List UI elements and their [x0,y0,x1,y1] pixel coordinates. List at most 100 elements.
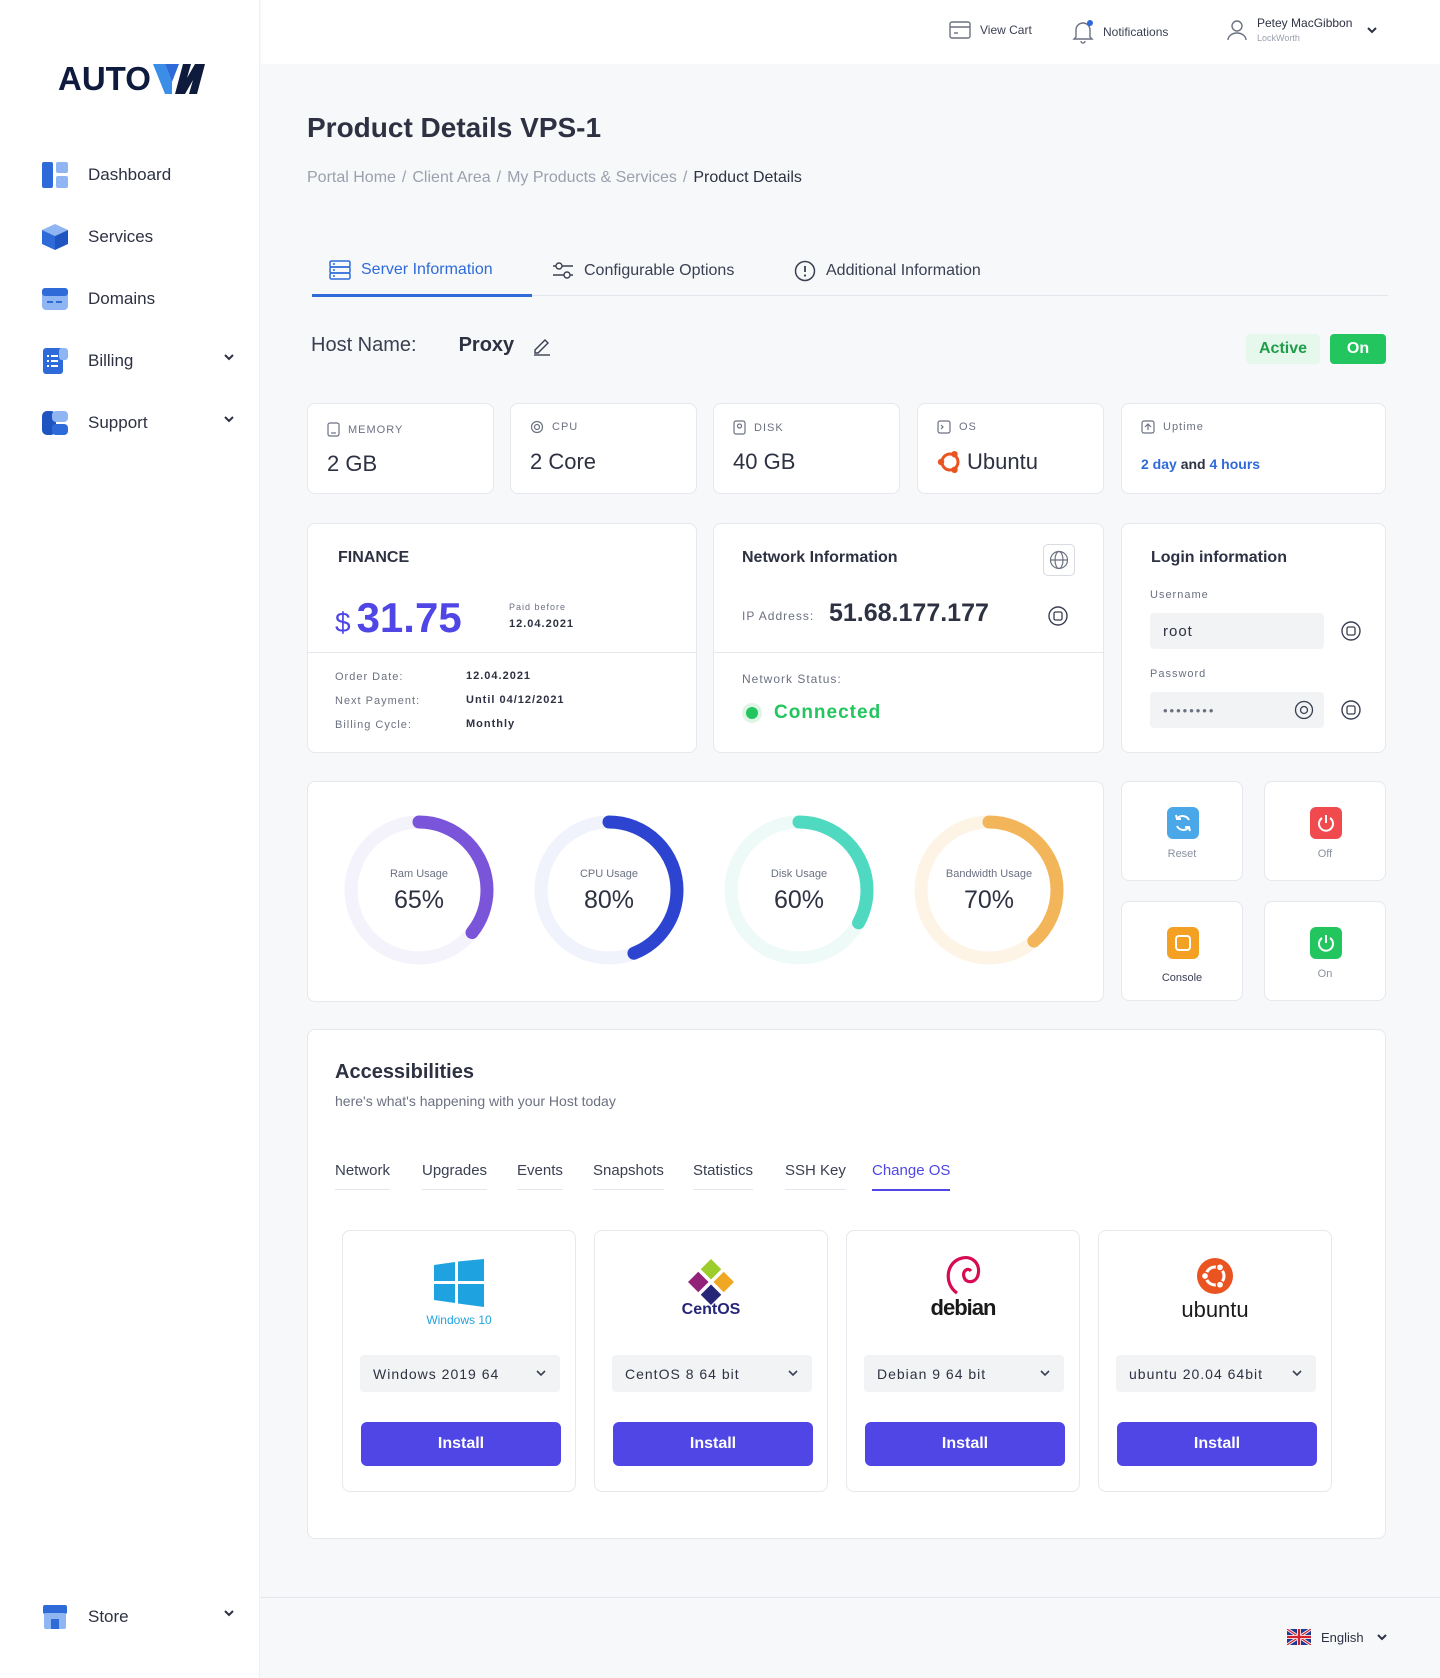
power-on-button[interactable]: On [1264,901,1386,1001]
network-card: Network Information IP Address: 51.68.17… [713,523,1104,753]
subtab-ssh-key[interactable]: SSH Key [785,1162,846,1190]
copy-icon[interactable] [1047,605,1069,627]
services-icon [40,222,70,252]
gauge-label: Disk Usage [770,868,828,880]
footer-divider [261,1597,1440,1598]
disk-card: DISK 40 GB [713,403,900,494]
logo[interactable]: AUTO [58,60,209,98]
windows-logo-text: Windows 10 [426,1313,492,1327]
console-button[interactable]: Console [1121,901,1243,1001]
disk-icon [733,420,746,435]
breadcrumb-item[interactable]: Client Area [412,169,491,186]
tab-additional-information[interactable]: Additional Information [794,246,981,296]
os-version-select[interactable]: Windows 2019 64 [360,1355,560,1392]
breadcrumb-separator: / [496,169,502,186]
billing-icon [40,346,70,376]
notifications-link[interactable]: Notifications [1072,20,1168,44]
user-org: LockWorth [1257,33,1300,43]
install-button[interactable]: Install [865,1422,1065,1466]
sidebar-item-domains[interactable]: Domains [40,281,235,317]
os-version-select[interactable]: CentOS 8 64 bit [612,1355,812,1392]
breadcrumb-separator: / [401,169,407,186]
sidebar: AUTO Dashboard Services [0,0,260,1678]
ip-address-label: IP Address: [742,609,815,623]
order-date-value: 12.04.2021 [466,670,532,682]
memory-icon [327,422,340,437]
view-cart-link[interactable]: View Cart [949,20,1032,40]
network-status: Connected [742,702,881,724]
user-name: Petey MacGibbon [1257,16,1353,30]
install-button[interactable]: Install [1117,1422,1317,1466]
breadcrumb-item[interactable]: My Products & Services [507,169,677,186]
username-field[interactable]: root [1150,613,1324,649]
install-button[interactable]: Install [361,1422,561,1466]
password-mask: •••••••• [1163,702,1216,718]
ubuntu-logo-text: ubuntu [1181,1297,1249,1322]
power-off-button[interactable]: Off [1264,781,1386,881]
tab-server-information[interactable]: Server Information [312,246,532,297]
subtab-statistics[interactable]: Statistics [693,1162,754,1190]
copy-icon[interactable] [1340,699,1362,721]
user-info: Petey MacGibbon LockWorth [1257,16,1352,43]
breadcrumb-item[interactable]: Portal Home [307,169,396,186]
sidebar-item-store[interactable]: Store [40,1599,235,1635]
accessibilities-subtitle: here's what's happening with your Host t… [335,1093,616,1109]
sidebar-item-dashboard[interactable]: Dashboard [40,157,235,193]
reset-button[interactable]: Reset [1121,781,1243,881]
debian-swirl-icon [946,1256,981,1295]
language-selector[interactable]: English [1287,1629,1388,1645]
hostname-row: Host Name: Proxy [311,334,552,357]
windows-icon [434,1259,484,1307]
user-menu[interactable]: Petey MacGibbon LockWorth [1226,16,1387,43]
centos-icon [688,1259,734,1305]
sidebar-item-billing[interactable]: Billing [40,343,235,379]
user-icon [1227,19,1247,40]
tab-configurable-options[interactable]: Configurable Options [552,246,734,296]
ubuntu-circle-icon [1197,1258,1233,1294]
sidebar-item-label: Billing [88,351,134,370]
os-version-value: Windows 2019 64 [373,1365,500,1382]
sidebar-item-label: Store [88,1607,129,1626]
subtab-network[interactable]: Network [335,1162,391,1190]
windows-logo: Windows 10 [343,1259,575,1327]
gauge-arc [344,815,494,965]
login-title: Login information [1151,549,1287,566]
topbar: View Cart Notifications Petey MacGibbon … [261,0,1440,64]
tab-label: Server Information [361,261,493,278]
store-icon [40,1602,70,1632]
next-payment-label: Next Payment: [335,695,421,707]
install-button[interactable]: Install [613,1422,813,1466]
subtab-upgrades[interactable]: Upgrades [422,1162,488,1190]
finance-card: FINANCE $ 31.75 Paid before 12.04.2021 O… [307,523,697,753]
subtab-snapshots[interactable]: Snapshots [593,1162,664,1190]
sidebar-item-label: Services [88,227,154,246]
billing-cycle-label: Billing Cycle: [335,719,412,731]
password-field[interactable]: •••••••• [1150,692,1324,728]
paid-before-label: Paid before [509,602,567,612]
sidebar-item-label: Dashboard [88,165,172,184]
page-title: Product Details VPS-1 [307,112,602,143]
console-icon [1167,927,1199,959]
power-on-badge[interactable]: On [1330,334,1386,364]
memory-card: MEMORY 2 GB [307,403,494,494]
subtab-change-os[interactable]: Change OS [872,1162,951,1191]
chevron-down-icon [223,351,235,366]
paid-before-date: 12.04.2021 [509,618,575,630]
subtab-events[interactable]: Events [517,1162,563,1190]
chevron-down-icon [223,1607,235,1622]
ram-usage-ring [344,815,494,965]
centos-logo-text: CentOS [681,1301,741,1318]
bell-icon [1072,20,1094,44]
sidebar-item-support[interactable]: Support [40,405,235,441]
os-version-select[interactable]: ubuntu 20.04 64bit [1116,1355,1316,1392]
copy-icon[interactable] [1340,620,1362,642]
edit-icon[interactable] [532,336,552,356]
debian-logo: debian [847,1253,1079,1321]
sidebar-item-services[interactable]: Services [40,219,235,255]
os-version-select[interactable]: Debian 9 64 bit [864,1355,1064,1392]
uptime-card: Uptime 2 day and 4 hours [1121,403,1386,494]
globe-button[interactable] [1043,544,1075,576]
eye-icon[interactable] [1294,700,1314,720]
ram-usage-gauge: Ram Usage 65% [339,810,499,970]
power-icon [1310,927,1342,959]
